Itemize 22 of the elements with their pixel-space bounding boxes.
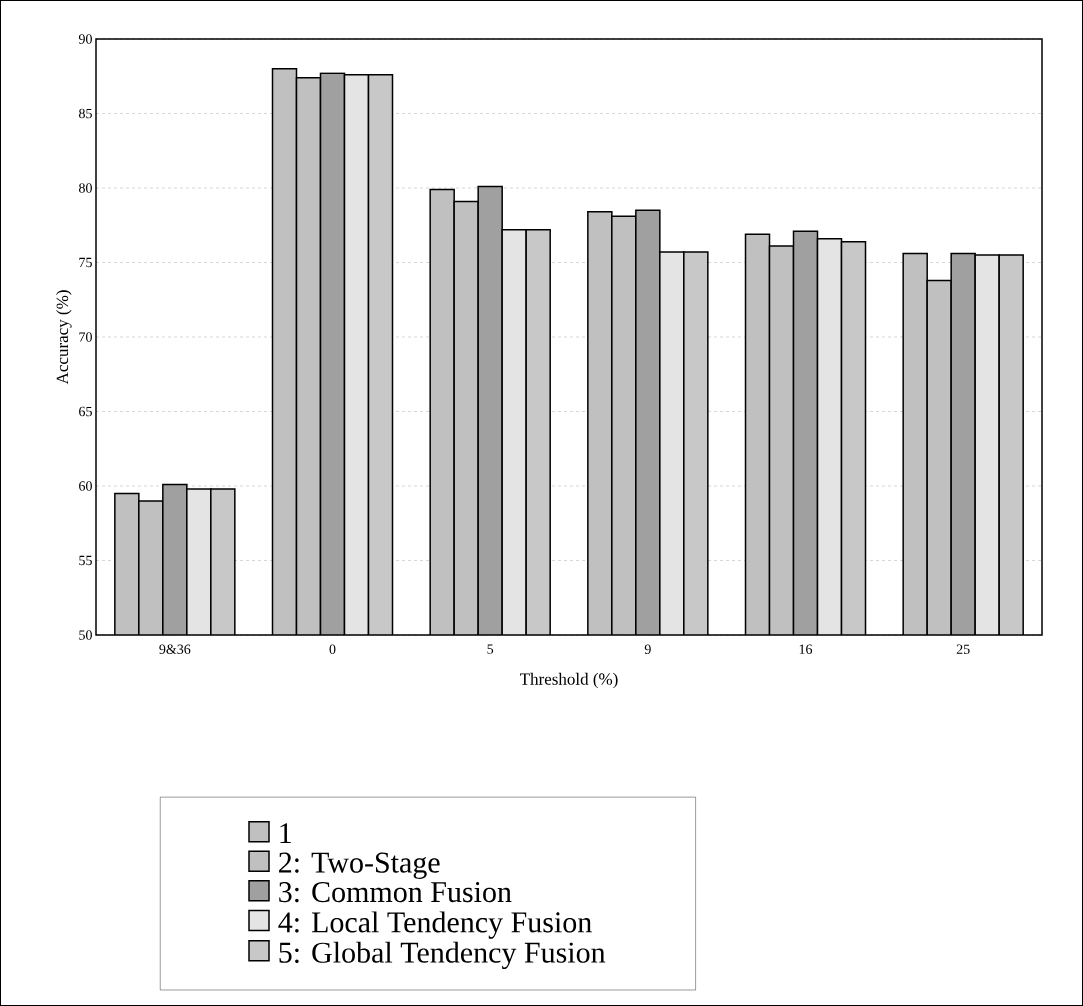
y-axis-title: Accuracy (%)	[56, 290, 72, 385]
y-tick-label: 65	[79, 406, 92, 417]
legend-label: 3: Common Fusion	[279, 882, 512, 903]
legend-label: 2: Two-Stage	[279, 852, 440, 879]
legend-label: 5: Global Tendency Fusion	[279, 941, 606, 969]
x-tick-label: 0	[329, 644, 336, 654]
y-tick-label: 90	[78, 34, 92, 44]
y-tick-label: 85	[79, 108, 92, 119]
x-tick-label: 16	[799, 644, 813, 654]
y-tick-label: 60	[79, 481, 92, 491]
y-tick-label: 75	[79, 257, 92, 268]
x-axis-title: Threshold (%)	[519, 672, 618, 689]
x-tick-label: 5	[487, 644, 494, 654]
y-tick-label: 70	[79, 332, 92, 342]
legend-label: 4: Local Tendency Fusion	[278, 911, 592, 939]
x-tick-label: 25	[956, 644, 970, 654]
y-tick-label: 50	[79, 630, 92, 640]
x-tick-label: 9&36	[159, 644, 191, 654]
y-tick-label: 55	[79, 555, 92, 566]
legend-label: 1	[280, 823, 291, 844]
y-tick-label: 80	[79, 183, 92, 193]
x-tick-label: 9	[644, 644, 651, 654]
